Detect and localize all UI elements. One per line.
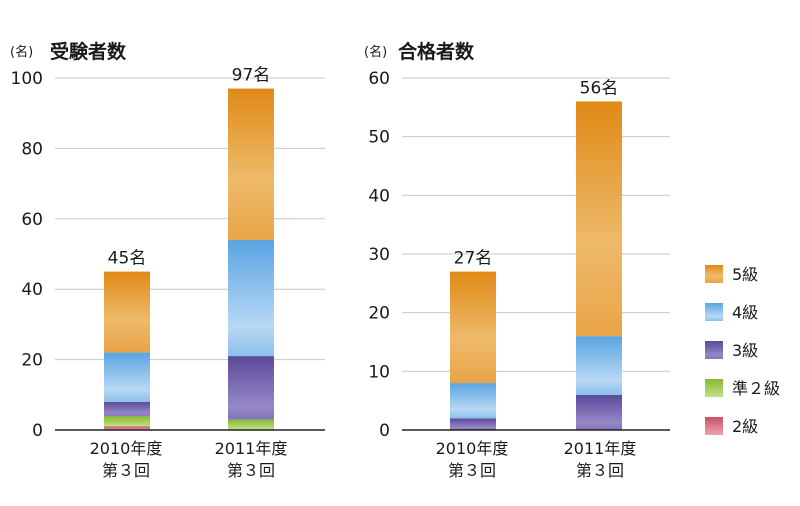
legend-swatch (705, 417, 723, 435)
y-tick-label: 30 (368, 245, 390, 265)
examinees-chart-title: 受験者数 (50, 40, 127, 63)
bar-segment (104, 271, 150, 353)
examinees-totals: 45名 97名 (108, 66, 271, 269)
legend-label: 5級 (732, 265, 758, 284)
y-tick-label: 100 (11, 69, 43, 89)
bar-segment (228, 419, 274, 430)
bar-segment (576, 394, 622, 430)
bar-segment (450, 383, 496, 419)
passers-y-axis: 0 10 20 30 40 50 60 (368, 69, 390, 441)
bar-segment (104, 401, 150, 416)
legend-swatch (705, 303, 723, 321)
passers-gridlines (402, 77, 670, 372)
category-label: 2010年度 (436, 439, 509, 458)
category-label: 2011年度 (215, 439, 288, 458)
y-tick-label: 40 (21, 280, 43, 300)
y-tick-label: 60 (368, 69, 390, 89)
bar-segment (104, 426, 150, 430)
bar-segment (228, 239, 274, 357)
legend-label: 2級 (732, 417, 758, 436)
passers-unit-label: (名) (364, 44, 387, 60)
bar-segment (104, 415, 150, 427)
y-tick-label: 10 (368, 362, 390, 382)
passers-chart-title: 合格者数 (398, 40, 475, 63)
legend-label: 3級 (732, 341, 758, 360)
examinees-y-axis: 0 20 40 60 80 100 (11, 69, 43, 441)
bar-total-label: 56名 (580, 78, 619, 98)
category-label: 2011年度 (564, 439, 637, 458)
passers-bars (450, 101, 622, 430)
bar-segment (228, 356, 274, 420)
y-tick-label: 0 (379, 421, 390, 441)
legend-swatch (705, 341, 723, 359)
passers-totals: 27名 56名 (454, 78, 619, 268)
bar-segment (450, 418, 496, 430)
examinees-bars (104, 88, 274, 430)
y-tick-label: 40 (368, 186, 390, 206)
legend-label: 4級 (732, 303, 758, 322)
bar-segment (104, 352, 150, 402)
legend-swatch (705, 379, 723, 397)
y-tick-label: 50 (368, 128, 390, 148)
category-label: 第３回 (227, 461, 275, 480)
legend-swatch (705, 265, 723, 283)
bar-segment (450, 271, 496, 384)
examinees-gridlines (55, 77, 325, 361)
y-tick-label: 60 (21, 210, 43, 230)
examinees-unit-label: (名) (10, 44, 33, 60)
y-tick-label: 20 (21, 351, 43, 371)
bar-total-label: 27名 (454, 249, 493, 269)
category-label: 第３回 (102, 461, 150, 480)
legend-label: 準２級 (732, 379, 780, 398)
category-label: 2010年度 (90, 439, 163, 458)
bar-segment (228, 88, 274, 240)
bar-segment (576, 336, 622, 395)
y-tick-label: 0 (32, 421, 43, 441)
y-tick-label: 20 (368, 304, 390, 324)
category-label: 第３回 (576, 461, 624, 480)
bar-total-label: 97名 (232, 66, 271, 86)
bar-segment (576, 101, 622, 337)
category-label: 第３回 (448, 461, 496, 480)
bar-total-label: 45名 (108, 249, 147, 269)
y-tick-label: 80 (21, 139, 43, 159)
